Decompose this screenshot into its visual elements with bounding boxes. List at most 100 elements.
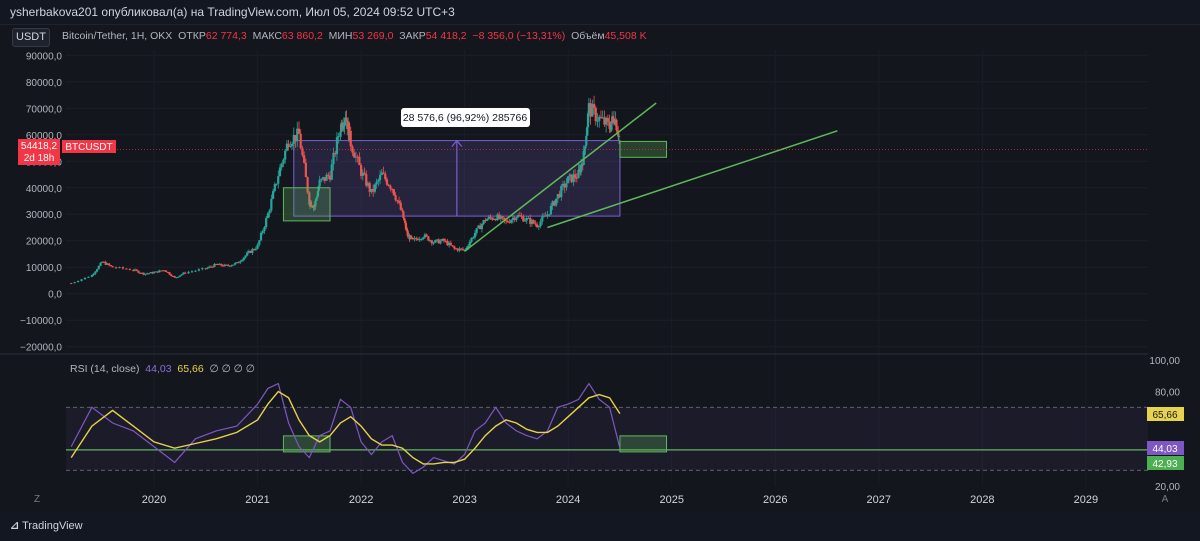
candle-body xyxy=(297,128,301,134)
candle-body xyxy=(194,270,197,272)
candle-body xyxy=(290,144,294,147)
rsi-tick-label: 100,00 xyxy=(1149,356,1180,367)
rsi-highlight-box[interactable] xyxy=(619,435,668,453)
candle-body xyxy=(314,200,317,207)
trend-line[interactable] xyxy=(547,130,838,229)
candle-body xyxy=(523,220,527,222)
candle-body xyxy=(615,119,618,131)
candle-body xyxy=(101,261,104,263)
candle-body xyxy=(132,270,135,272)
auto-scale-glyph[interactable]: A xyxy=(1162,494,1169,505)
candle-body xyxy=(173,276,176,278)
candle-body xyxy=(301,148,304,156)
candle-body xyxy=(206,267,209,269)
candle-body xyxy=(617,135,621,137)
candle-body xyxy=(453,246,456,249)
candle-body xyxy=(228,265,232,267)
rsi-legend[interactable]: RSI (14, close) 44,03 65,66 ∅ ∅ ∅ ∅ xyxy=(70,363,255,375)
time-tick-label: 2025 xyxy=(659,494,683,506)
candle-body xyxy=(178,275,181,277)
low-label: МИН xyxy=(328,30,353,42)
candle-body xyxy=(361,172,364,176)
rsi-pane[interactable] xyxy=(66,382,1148,475)
candle-body xyxy=(370,188,373,192)
rsi-highlight-box[interactable] xyxy=(282,435,331,453)
candle-body xyxy=(587,103,590,114)
candle-body xyxy=(498,214,501,219)
tradingview-logo[interactable]: ⊿ TradingView xyxy=(10,519,83,532)
candle-body xyxy=(149,272,152,274)
trend-lines[interactable] xyxy=(464,102,838,252)
candle-body xyxy=(403,220,407,224)
candle-body xyxy=(273,184,276,192)
candle-body xyxy=(140,272,144,274)
candle-body xyxy=(506,221,509,223)
currency-button[interactable]: USDT xyxy=(12,28,50,47)
candle-body xyxy=(603,117,606,125)
candle-body xyxy=(95,269,99,272)
candle-body xyxy=(252,249,256,251)
candle-body xyxy=(598,116,601,121)
rsi-band xyxy=(66,407,1148,471)
candle-body xyxy=(513,217,516,221)
candle-body xyxy=(522,216,525,222)
candle-body xyxy=(461,248,465,250)
candle-body xyxy=(166,271,169,273)
candle-body xyxy=(544,215,547,217)
candle-body xyxy=(275,183,278,185)
candle-body xyxy=(268,210,271,214)
highlight-box[interactable] xyxy=(282,187,331,222)
rsi-ma-tag: 65,66 xyxy=(1152,410,1177,421)
candle-body xyxy=(327,174,330,176)
candle-body xyxy=(442,238,446,241)
candle-body xyxy=(282,159,285,164)
rsi-value-tags: 65,66 44,03 42,93 xyxy=(1147,407,1184,470)
measure-range-box[interactable] xyxy=(293,139,621,217)
candle-body xyxy=(565,183,568,188)
candle-body xyxy=(263,227,266,232)
time-tick-label: 2020 xyxy=(142,494,166,506)
candle-body xyxy=(584,145,587,149)
published-info: ysherbakova201 опубликовал(а) на Trading… xyxy=(10,5,455,19)
candle-body xyxy=(109,265,112,267)
time-tick-label: 2026 xyxy=(763,494,787,506)
candle-body xyxy=(259,233,263,241)
candle-body xyxy=(405,229,408,231)
candle-body xyxy=(154,271,157,273)
price-tick-label: −10000,0 xyxy=(20,316,62,327)
candle-body xyxy=(599,116,603,118)
timezone-glyph[interactable]: Z xyxy=(34,494,40,505)
candle-body xyxy=(304,162,307,178)
candle-body xyxy=(612,118,616,124)
candle-body xyxy=(415,238,418,240)
candle-body xyxy=(470,237,473,242)
trend-line[interactable] xyxy=(464,102,657,252)
candle-body xyxy=(520,215,523,217)
candle-body xyxy=(363,172,366,175)
candle-body xyxy=(515,217,518,221)
candle-body xyxy=(606,117,609,122)
candle-body xyxy=(594,107,597,122)
highlight-boxes[interactable] xyxy=(282,140,668,222)
candle-body xyxy=(541,216,544,222)
candle-body xyxy=(216,264,219,266)
pair-name[interactable]: Bitcoin/Tether, 1Н, OKX xyxy=(62,30,173,42)
candle-body xyxy=(323,177,326,181)
candle-body xyxy=(444,240,447,242)
candle-body xyxy=(277,176,280,184)
candle-body xyxy=(353,152,356,158)
rsi-tick-label: 20,00 xyxy=(1155,482,1180,493)
candle-body xyxy=(573,174,577,178)
candle-body xyxy=(475,228,478,233)
price-tag-value: 54418,2 xyxy=(21,141,58,152)
candle-body xyxy=(232,264,235,266)
highlight-box[interactable] xyxy=(619,140,668,158)
candle-body xyxy=(315,198,318,201)
candle-body xyxy=(473,232,477,238)
candle-body xyxy=(583,148,586,151)
price-tag-countdown: 2d 18h xyxy=(24,153,55,164)
candle-body xyxy=(345,117,348,121)
candle-body xyxy=(503,217,506,221)
candle-body xyxy=(394,195,397,201)
